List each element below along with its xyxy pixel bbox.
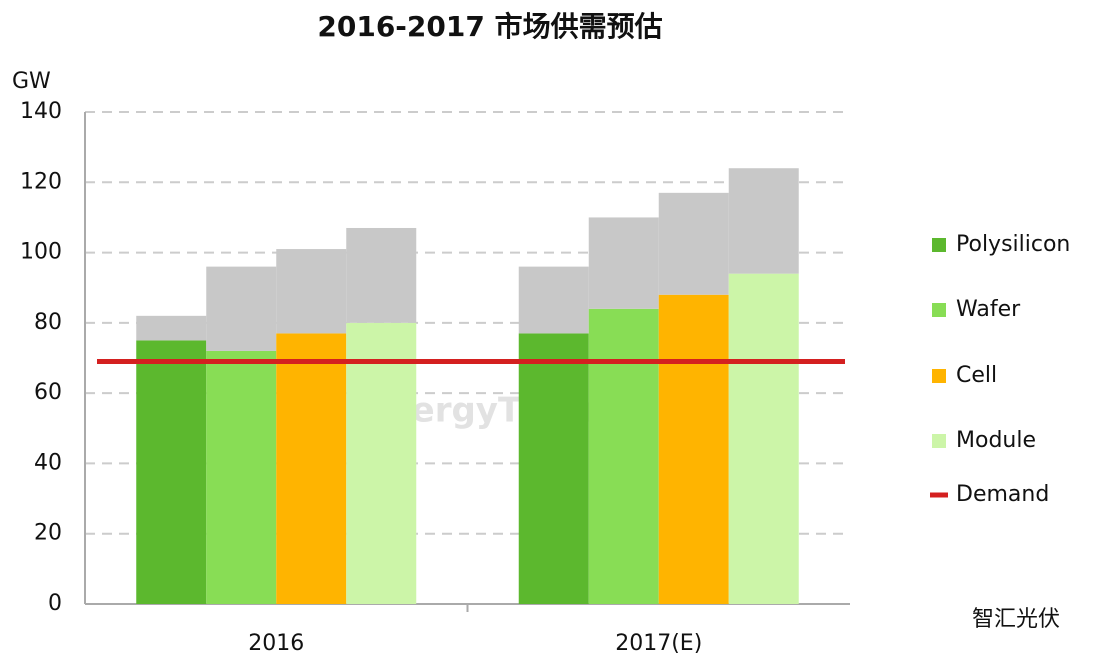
x-tick-label: 2017(E) bbox=[615, 631, 702, 656]
bar bbox=[518, 333, 589, 604]
bar-extra bbox=[588, 217, 659, 309]
y-tick-label: 120 bbox=[20, 169, 62, 194]
y-tick-label: 60 bbox=[34, 380, 62, 405]
bar bbox=[728, 273, 799, 604]
legend-label: Cell bbox=[956, 363, 997, 388]
legend-swatch bbox=[932, 434, 946, 448]
y-tick-label: 100 bbox=[20, 240, 62, 265]
y-tick-label: 20 bbox=[34, 521, 62, 546]
bar bbox=[588, 308, 659, 604]
y-tick-label: 40 bbox=[34, 450, 62, 475]
bar bbox=[206, 350, 277, 604]
y-tick-label: 80 bbox=[34, 310, 62, 335]
bar-extra bbox=[658, 192, 729, 295]
x-tick-label: 2016 bbox=[248, 631, 304, 656]
brand: 智汇光伏 bbox=[972, 607, 1060, 632]
legend-swatch bbox=[932, 238, 946, 252]
bar-extra bbox=[276, 249, 347, 334]
legend-swatch bbox=[932, 303, 946, 317]
bar-extra bbox=[136, 315, 207, 341]
bar-extra bbox=[728, 168, 799, 274]
legend-label: Demand bbox=[956, 482, 1049, 507]
y-tick-label: 0 bbox=[48, 591, 62, 616]
chart-title: 2016-2017 市场供需预估 bbox=[317, 10, 662, 43]
bar-extra bbox=[346, 227, 417, 323]
bar bbox=[276, 333, 347, 604]
bar bbox=[136, 340, 207, 604]
bar-extra bbox=[206, 266, 277, 351]
legend-label: Wafer bbox=[956, 297, 1021, 322]
bar bbox=[346, 322, 417, 604]
legend-label: Module bbox=[956, 428, 1036, 453]
legend-label: Polysilicon bbox=[956, 232, 1070, 257]
bar-extra bbox=[518, 266, 589, 334]
y-tick-label: 140 bbox=[20, 99, 62, 124]
legend-swatch bbox=[932, 369, 946, 383]
bar bbox=[658, 294, 729, 604]
y-axis-label: GW bbox=[12, 69, 51, 94]
